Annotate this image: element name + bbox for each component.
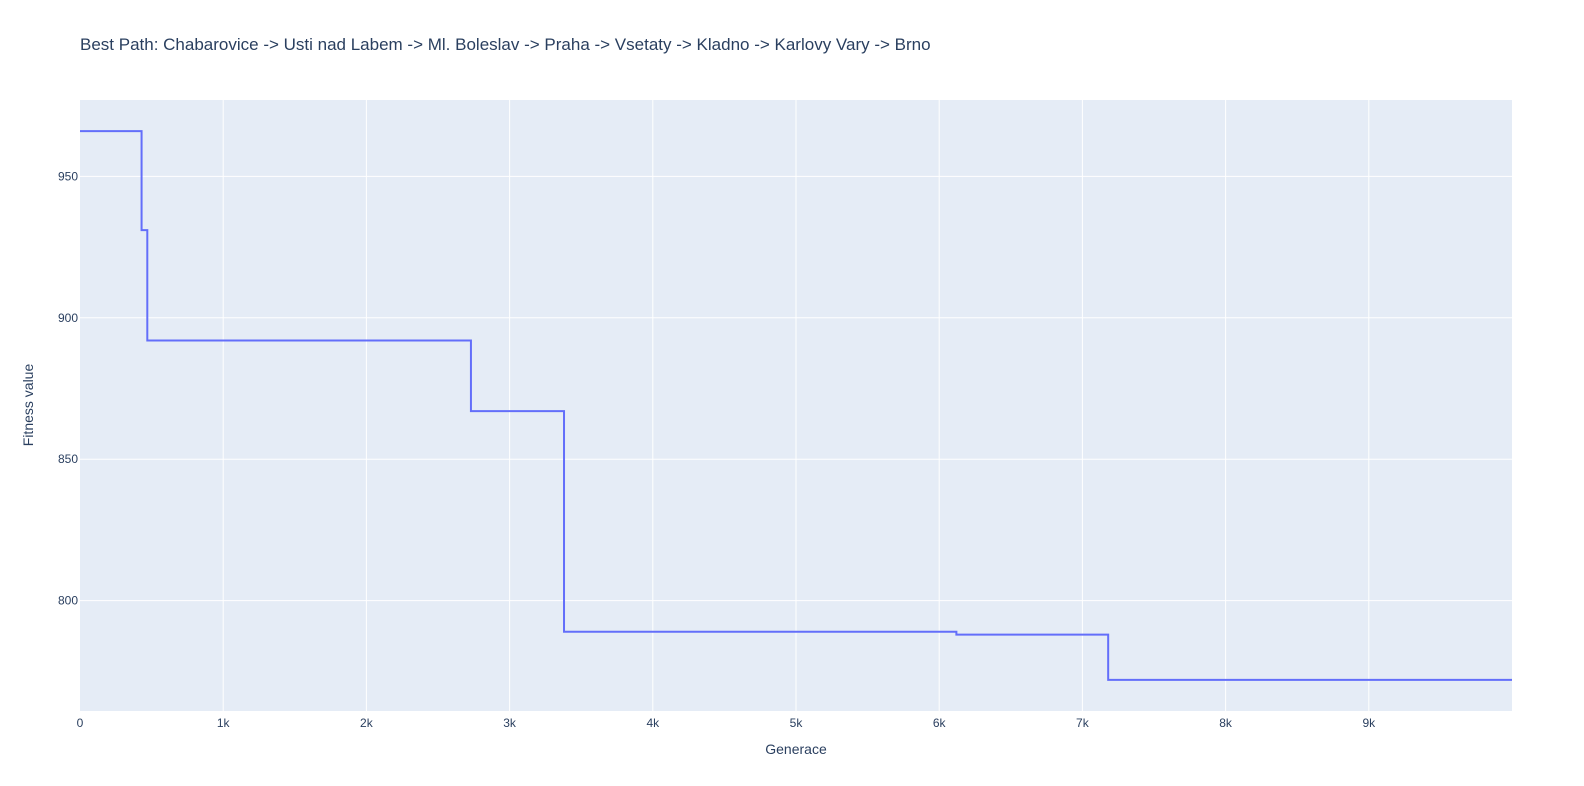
y-tick-label: 950 [58, 169, 78, 183]
x-tick-label: 4k [646, 716, 660, 730]
x-tick-label: 9k [1362, 716, 1376, 730]
x-tick-label: 2k [360, 716, 374, 730]
y-axis-ticks: 800 850 900 950 [58, 169, 78, 607]
x-tick-label: 0 [77, 716, 84, 730]
y-tick-label: 800 [58, 594, 78, 608]
fitness-series-line [80, 130, 1512, 681]
x-tick-label: 5k [790, 716, 804, 730]
y-tick-label: 900 [58, 311, 78, 325]
x-axis-ticks: 0 1k 2k 3k 4k 5k 6k 7k 8k 9k [77, 716, 1376, 730]
x-tick-label: 8k [1219, 716, 1233, 730]
y-axis-title: Fitness value [20, 364, 36, 447]
x-axis-title: Generace [765, 741, 827, 757]
grid-lines [80, 100, 1512, 711]
series-layer [80, 130, 1512, 681]
chart-title: Best Path: Chabarovice -> Usti nad Labem… [80, 35, 931, 54]
x-tick-label: 7k [1076, 716, 1090, 730]
x-tick-label: 3k [503, 716, 517, 730]
y-tick-label: 850 [58, 452, 78, 466]
x-tick-label: 1k [217, 716, 231, 730]
x-tick-label: 6k [933, 716, 947, 730]
